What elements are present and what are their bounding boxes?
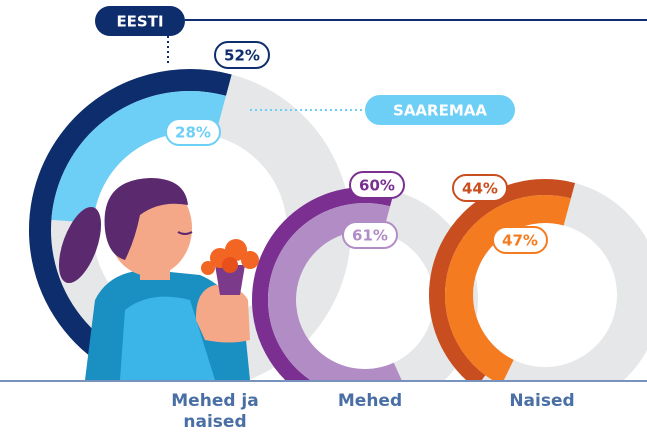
value-label: 28% [175,124,211,142]
value-label: 44% [462,180,498,198]
value-label: 47% [502,232,538,250]
legend-label: SAAREMAA [393,102,487,120]
value-label: 52% [224,47,260,65]
infographic: EESTI SAAREMAA 52% 60% 44% 28% 61% 47% Mehed j… [0,0,647,438]
category-label: Mehed [305,391,435,412]
category-label: Mehed ja naised [150,391,280,433]
value-label: 60% [359,177,395,195]
chart: EESTI SAAREMAA 52% 60% 44% 28% 61% 47% [0,0,647,438]
category-label: Naised [477,391,607,412]
legend-label: EESTI [116,13,163,31]
value-label: 61% [352,227,388,245]
